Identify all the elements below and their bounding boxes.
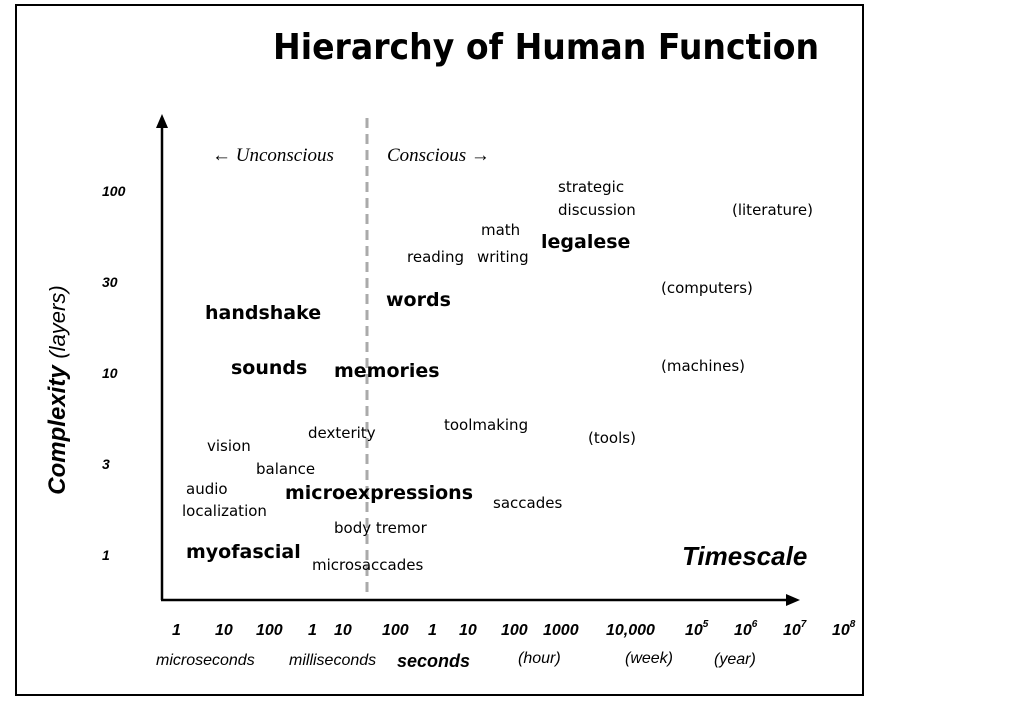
item-body-tremor: body tremor (334, 519, 427, 537)
x-tick-10-us: 10 (215, 622, 233, 639)
item-discussion: discussion (558, 201, 636, 219)
unconscious-label: ← Unconscious (212, 145, 334, 166)
item-localization: localization (182, 502, 267, 520)
unit-milliseconds: milliseconds (289, 652, 377, 669)
item-strategic: strategic (558, 178, 625, 196)
x-tick-1-s: 1 (428, 622, 437, 639)
x-tick-10-s: 10 (459, 622, 477, 639)
unit-year: (year) (714, 651, 756, 668)
y-tick-30: 30 (102, 274, 118, 290)
x-tick-1e6: 106 (734, 619, 758, 639)
y-axis-label-main: Complexity (44, 365, 71, 495)
item-tools: (tools) (588, 429, 636, 447)
item-saccades: saccades (493, 494, 563, 512)
x-tick-10-ms: 10 (334, 622, 352, 639)
x-axis-label-timescale: Timescale (682, 541, 808, 571)
y-tick-1: 1 (102, 547, 110, 563)
item-legalese: legalese (541, 231, 631, 253)
y-tick-10: 10 (102, 365, 118, 381)
x-tick-1-ms: 1 (308, 622, 317, 639)
x-tick-100-ms: 100 (382, 622, 409, 639)
x-axis-arrowhead (786, 594, 800, 606)
conscious-label: Conscious → (387, 145, 490, 166)
x-tick-1e8: 108 (832, 619, 856, 639)
item-machines: (machines) (661, 357, 745, 375)
item-memories: memories (334, 360, 440, 382)
y-axis-label: Complexity (layers) (28, 285, 88, 494)
x-tick-100-us: 100 (256, 622, 283, 639)
x-tick-1e7: 107 (783, 619, 807, 639)
y-tick-100: 100 (102, 183, 126, 199)
unit-microseconds: microseconds (156, 652, 255, 669)
item-words: words (386, 289, 451, 311)
item-balance: balance (256, 460, 316, 478)
unit-seconds: seconds (397, 651, 471, 671)
item-microsaccades: microsaccades (312, 556, 424, 574)
item-literature: (literature) (732, 201, 813, 219)
item-sounds: sounds (231, 357, 308, 379)
item-computers: (computers) (661, 279, 753, 297)
item-reading: reading (407, 248, 464, 266)
unit-hour: (hour) (518, 650, 561, 667)
y-axis-arrowhead (156, 114, 168, 128)
item-vision: vision (207, 437, 251, 455)
item-writing: writing (477, 248, 529, 266)
item-math: math (481, 221, 521, 239)
x-tick-100-s: 100 (501, 622, 528, 639)
item-toolmaking: toolmaking (444, 416, 529, 434)
unit-week: (week) (625, 650, 674, 667)
item-handshake: handshake (205, 302, 322, 324)
item-myofascial: myofascial (186, 541, 301, 563)
y-tick-3: 3 (102, 456, 110, 472)
item-audio: audio (186, 480, 228, 498)
item-dexterity: dexterity (308, 424, 376, 442)
x-tick-10000-s: 10,000 (606, 622, 655, 639)
x-tick-1e5: 105 (685, 619, 709, 639)
figure-frame (15, 4, 864, 696)
item-microexpressions: microexpressions (285, 482, 474, 504)
x-tick-1000-s: 1000 (543, 622, 579, 639)
x-tick-1-us: 1 (172, 622, 181, 639)
diagram-title: Hierarchy of Human Function (273, 27, 820, 68)
y-axis-label-sub: (layers) (45, 285, 70, 359)
